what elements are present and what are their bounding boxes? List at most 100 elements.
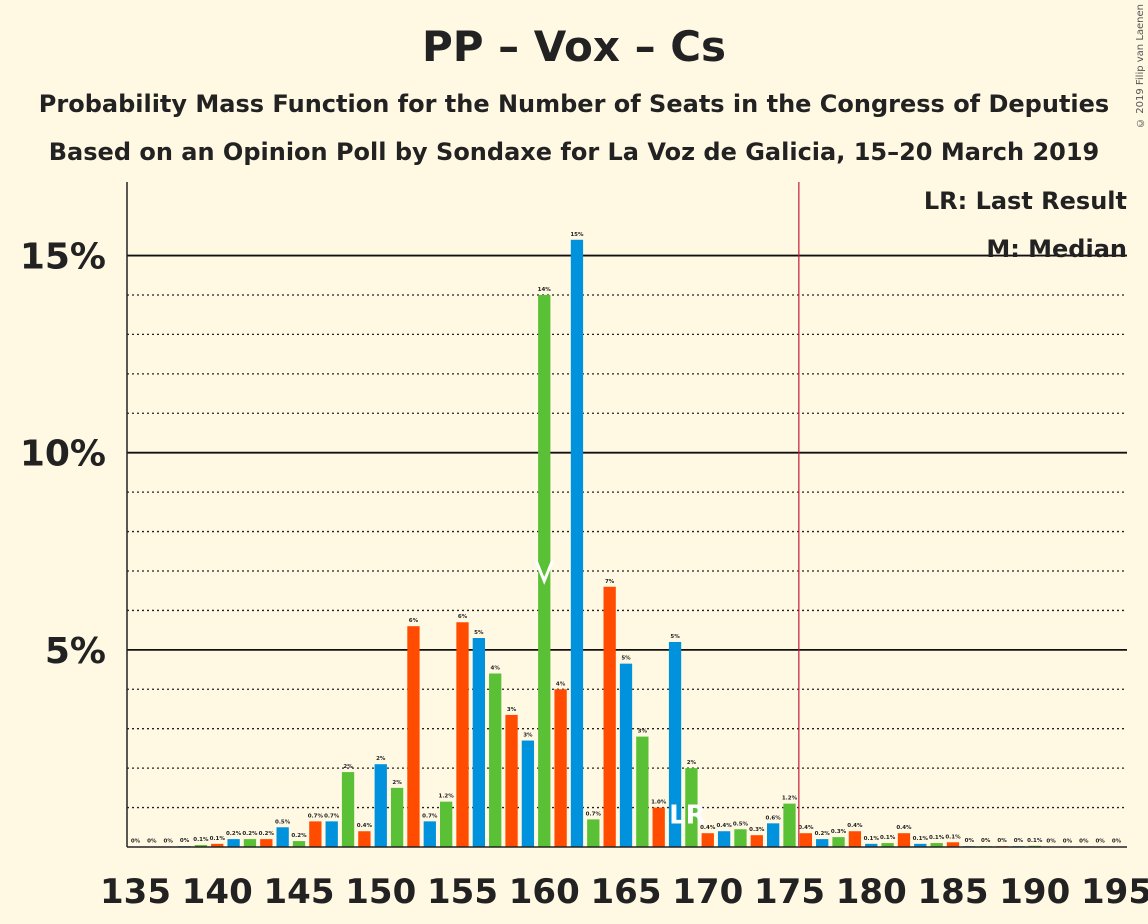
data-label-170: 0.4% [700,825,716,831]
x-tick-label: 190 [999,872,1070,912]
bar-174 [767,823,780,847]
data-label-144: 0.5% [275,819,291,825]
bar-147 [325,821,338,847]
data-label-143: 0.2% [259,831,275,837]
bar-151 [390,787,404,847]
data-label-166: 3% [638,729,648,735]
bar-167 [652,807,665,847]
data-label-163: 0.7% [586,811,602,817]
data-label-139: 0.1% [193,837,209,843]
x-tick-label: 175 [754,872,825,912]
bar-173 [750,835,763,847]
bar-154 [440,801,453,847]
bar-183 [914,843,927,847]
bar-171 [717,831,731,847]
data-label-191: 0% [1046,839,1056,845]
y-tick-label: 15% [20,237,106,278]
data-label-187: 0% [981,838,991,844]
bar-170 [701,833,714,847]
bar-144 [276,827,289,847]
data-label-168: 5% [670,634,680,640]
bar-155 [456,622,469,847]
y-tick-label: 10% [20,434,106,475]
bar-143 [260,839,273,847]
bar-169 [685,768,698,847]
x-tick-label: 180 [836,872,907,912]
data-label-183: 0.1% [913,836,929,842]
data-label-193: 0% [1079,839,1089,845]
x-tick-label: 170 [672,872,743,912]
bar-172 [734,829,747,847]
x-tick-label: 150 [345,872,416,912]
data-label-152: 6% [409,618,419,624]
data-label-142: 0.2% [242,831,258,837]
bar-142 [243,839,257,847]
data-label-180: 0.1% [864,836,880,842]
bar-175 [783,803,796,847]
bar-162 [570,239,584,847]
x-tick-label: 185 [918,872,989,912]
data-label-169: 2% [687,760,697,766]
chart-title: PP – Vox – Cs [421,22,727,71]
data-label-150: 2% [376,756,386,762]
legend-median: M: Median [986,235,1127,263]
bar-157 [489,673,502,847]
data-label-161: 4% [556,681,566,687]
bar-184 [930,843,943,847]
bar-166 [636,736,649,847]
bar-145 [292,841,306,847]
bar-148 [341,772,355,847]
bar-159 [521,740,535,847]
bar-180 [865,843,878,847]
bar-141 [227,839,240,847]
bar-181 [881,843,894,847]
data-label-156: 5% [474,630,484,636]
bar-149 [358,831,371,847]
bar-139 [194,845,208,847]
data-label-135: 0% [131,839,141,845]
bar-152 [407,626,420,847]
data-label-188: 0% [997,838,1007,844]
chart-subtitle-2: Based on an Opinion Poll by Sondaxe for … [48,138,1100,166]
bar-178 [832,837,845,847]
data-label-172: 0.5% [733,821,749,827]
data-label-194: 0% [1095,839,1105,845]
x-tick-label: 160 [509,872,580,912]
data-label-145: 0.2% [291,833,307,839]
bar-161 [554,689,567,847]
data-label-141: 0.2% [226,831,242,837]
x-tick-label: 140 [182,872,253,912]
y-tick-label: 5% [45,631,106,672]
data-label-171: 0.4% [716,823,732,829]
data-label-167: 1.0% [651,800,667,806]
data-label-138: 0% [180,838,190,844]
bar-158 [505,714,518,847]
chart-subtitle-1: Probability Mass Function for the Number… [38,90,1110,118]
data-label-147: 0.7% [324,813,340,819]
bar-164 [603,586,616,847]
data-label-154: 1.2% [439,794,455,800]
x-tick-label: 135 [100,872,171,912]
bar-168 [668,641,682,847]
bar-146 [309,821,322,847]
data-labels-group: 0% 0% 0% 0% 0.1% 0.1%0.2% 0.2% 0.2%0.5%0.2%0.7%… [131,232,1122,845]
bar-182 [897,833,911,847]
data-label-153: 0.7% [422,813,438,819]
data-label-185: 0.1% [945,834,961,840]
data-label-174: 0.6% [766,815,782,821]
bar-176 [799,833,812,847]
legend-last-result: LR: Last Result [924,187,1127,215]
data-label-195: 0% [1112,839,1122,845]
data-label-182: 0.4% [896,825,912,831]
axes: 5%10%15%135 140 145 150 155 160 165 170 175 180 18… [20,182,1148,912]
data-label-151: 2% [392,780,402,786]
data-label-155: 6% [458,614,468,620]
data-label-189: 0% [1014,838,1024,844]
bar-160 [538,294,551,848]
data-label-160: 14% [538,287,552,293]
median-marker [534,560,554,585]
data-label-178: 0.3% [831,829,847,835]
data-label-137: 0% [164,839,174,845]
markers-group: LR [534,182,800,847]
bar-179 [848,831,862,847]
